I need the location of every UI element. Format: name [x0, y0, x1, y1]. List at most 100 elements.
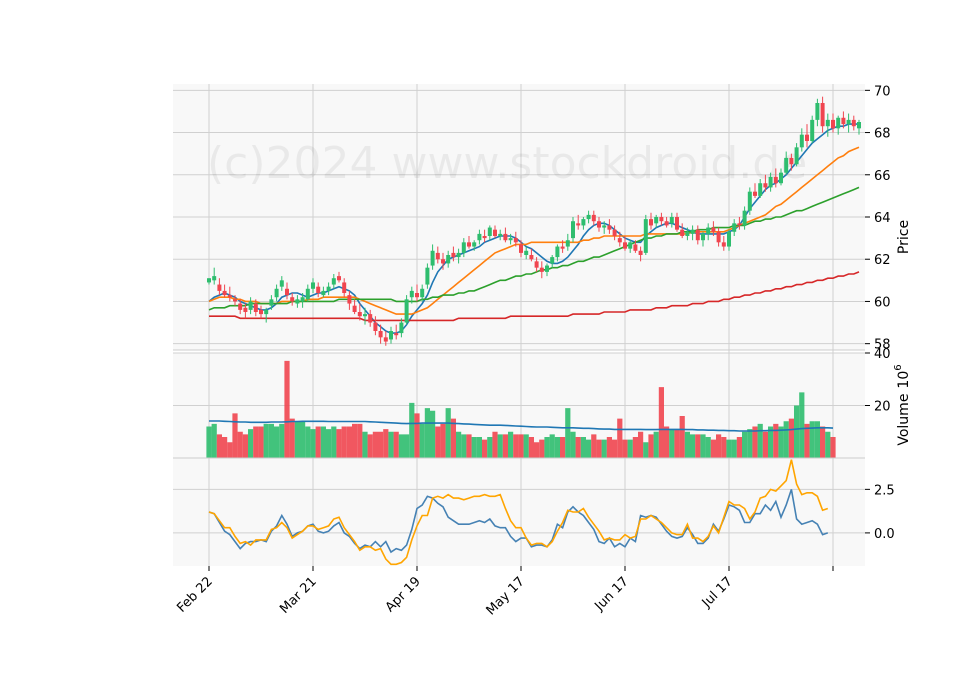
candle-body [529, 255, 534, 260]
candle-body [753, 191, 757, 196]
candle-up [779, 168, 783, 186]
candle-body [482, 236, 487, 239]
candle-up [274, 284, 279, 302]
volume-bar-down [216, 434, 222, 458]
candle-body [602, 225, 607, 228]
candle-down [227, 286, 232, 302]
candle-body [841, 117, 846, 125]
candle-up [487, 225, 492, 241]
candle-up [269, 295, 274, 310]
candle-body [420, 288, 425, 298]
candle-body [565, 240, 570, 247]
volume-bar-up [570, 431, 576, 458]
candle-up [784, 151, 789, 175]
volume-bar-down [284, 360, 290, 458]
candle-body [675, 217, 679, 230]
volume-bar-up [544, 437, 550, 458]
candle-up [836, 115, 841, 135]
candle-down [316, 282, 321, 298]
candle-down [441, 252, 445, 270]
candle-up [264, 307, 269, 323]
candle-down [378, 324, 383, 344]
price-axis-label: Price [896, 220, 912, 254]
volume-bar-up [705, 437, 711, 458]
candle-body [513, 238, 518, 243]
candle-up [207, 278, 211, 285]
candle-up [456, 248, 461, 264]
candle-body [581, 219, 586, 226]
candle-down [820, 96, 825, 133]
volume-bar-down [752, 426, 758, 458]
volume-axis-label: Volume106 [893, 364, 912, 445]
volume-bar-up [248, 429, 254, 458]
volume-bar-down [289, 418, 295, 458]
candle-body [311, 282, 315, 289]
candle-down [591, 210, 596, 226]
candle-body [430, 250, 435, 266]
candle-up [706, 223, 711, 241]
candle-body [290, 297, 295, 302]
candle-up [732, 219, 737, 236]
volume-bar-up [294, 421, 300, 458]
volume-bar-up [362, 431, 368, 458]
volume-bar-up [430, 410, 436, 458]
volume-bar-up [320, 426, 326, 458]
candle-body [389, 331, 393, 340]
candle-body [352, 305, 357, 312]
candle-body [363, 314, 367, 317]
volume-bar-down [513, 434, 519, 458]
candle-body [357, 312, 362, 317]
volume-bar-down [773, 423, 779, 458]
volume-bar-down [352, 423, 358, 458]
candle-up [825, 113, 830, 137]
candle-down [368, 309, 373, 327]
indicator-line-2 [208, 459, 829, 566]
volume-bar-down [492, 431, 498, 458]
candle-body [810, 119, 815, 141]
candle-up [602, 221, 607, 234]
volume-bar-up [700, 434, 706, 458]
volume-bar-down [638, 431, 644, 458]
candle-body [649, 219, 653, 226]
candle-up [404, 295, 409, 325]
candle-down [451, 246, 456, 262]
volume-bar-down [357, 423, 363, 458]
volume-bar-up [601, 439, 607, 458]
volume-bar-down [414, 413, 420, 458]
candle-body [607, 225, 612, 230]
candle-body [550, 257, 555, 264]
volume-bar-up [731, 439, 737, 458]
candle-down [243, 303, 248, 319]
volume-bar-up [445, 408, 451, 458]
volume-bar-down [539, 439, 545, 458]
candle-down [253, 299, 258, 317]
candle-body [425, 267, 430, 285]
candle-up [857, 119, 861, 135]
volume-bar-up [523, 434, 529, 458]
volume-bar-up [643, 442, 649, 458]
candle-body [472, 242, 477, 247]
volume-bar-up [274, 426, 280, 458]
candle-body [467, 242, 471, 247]
watermark-text: (c)2024 www.stockdroid.de [207, 138, 807, 189]
candle-up [295, 295, 300, 308]
volume-bar-down [721, 437, 727, 458]
candle-body [435, 252, 440, 260]
candle-up [321, 286, 326, 298]
volume-bar-up [799, 392, 805, 458]
volume-bar-down [606, 437, 612, 458]
volume-bar-down [820, 426, 826, 458]
candle-up [425, 263, 430, 289]
candle-up [685, 227, 690, 241]
candle-body [227, 295, 232, 298]
candle-body [669, 217, 674, 224]
candle-up [747, 187, 752, 215]
candle-up [300, 293, 305, 308]
candle-down [259, 305, 263, 319]
candle-up [446, 250, 451, 268]
indicator-y-tick-label: 2.5 [874, 483, 895, 498]
candle-body [233, 299, 237, 302]
volume-bar-down [674, 429, 680, 458]
candle-body [659, 217, 664, 222]
candle-down [607, 219, 612, 234]
